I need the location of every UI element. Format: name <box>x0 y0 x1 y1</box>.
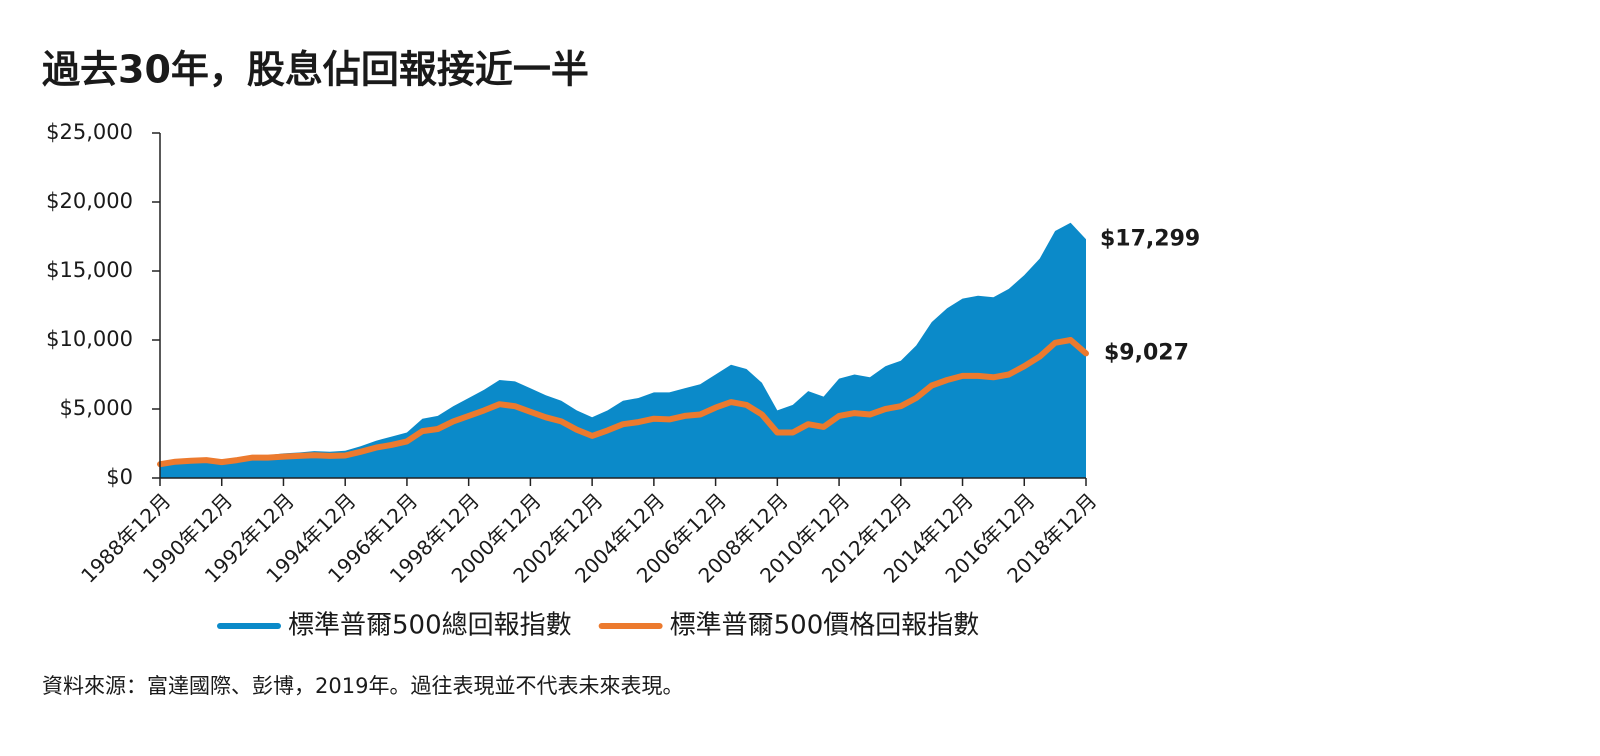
chart-title: 過去30年，股息佔回報接近一半 <box>42 48 589 92</box>
y-tick-label: $0 <box>106 465 133 489</box>
source-note: 資料來源：富達國際、彭博，2019年。過往表現並不代表未來表現。 <box>42 674 683 698</box>
legend-label: 標準普爾500價格回報指數 <box>670 611 980 641</box>
y-tick-label: $10,000 <box>46 327 133 351</box>
y-tick-label: $20,000 <box>46 189 133 213</box>
value-label: $17,299 <box>1100 226 1200 251</box>
y-tick-label: $15,000 <box>46 258 133 282</box>
line <box>157 337 1089 468</box>
value-label: $9,027 <box>1104 340 1189 365</box>
y-tick-label: $25,000 <box>46 120 133 144</box>
legend-label: 標準普爾500總回報指數 <box>288 611 572 641</box>
y-tick-label: $5,000 <box>60 396 133 420</box>
area <box>160 222 1086 478</box>
